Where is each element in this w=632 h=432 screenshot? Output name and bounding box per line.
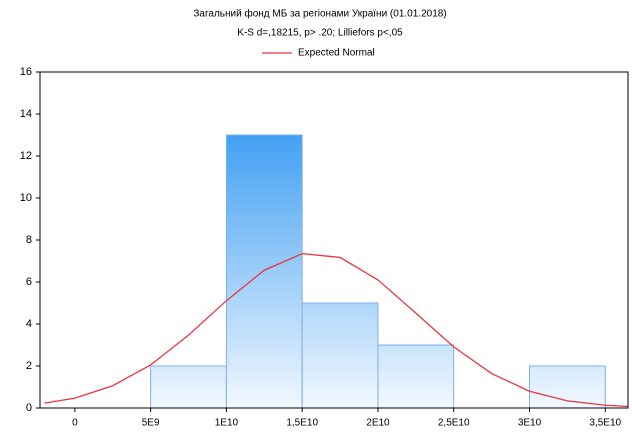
x-tick-label: 0	[72, 418, 78, 429]
chart-title: Загальний фонд МБ за регіонами України (…	[193, 8, 446, 20]
legend-label: Expected Normal	[298, 48, 375, 59]
x-tick-label: 5E9	[142, 418, 160, 429]
x-tick-label: 1,5E10	[286, 418, 318, 429]
x-tick-label: 1E10	[215, 418, 239, 429]
bar	[225, 134, 303, 409]
x-tick-label: 2E10	[366, 418, 390, 429]
plot-frame	[39, 71, 629, 409]
y-tick-label: 2	[26, 360, 32, 372]
y-tick-label: 0	[26, 402, 32, 414]
bar	[377, 344, 455, 409]
y-tick-label: 16	[20, 66, 32, 78]
y-tick-label: 6	[26, 276, 32, 288]
y-tick-label: 12	[20, 150, 32, 162]
bar	[528, 365, 606, 409]
bar	[301, 302, 379, 409]
y-tick-label: 14	[20, 108, 32, 120]
y-tick-label: 8	[26, 234, 32, 246]
x-tick-label: 3E10	[518, 418, 542, 429]
bar	[150, 365, 227, 409]
chart-subtitle: K-S d=,18215, p> .20; Lilliefors p<,05	[237, 28, 403, 39]
y-tick-label: 10	[20, 192, 32, 204]
x-tick-label: 2,5E10	[438, 418, 470, 429]
normal-curve	[44, 252, 629, 408]
y-tick-label: 4	[26, 318, 32, 330]
x-tick-label: 3,5E10	[589, 418, 621, 429]
